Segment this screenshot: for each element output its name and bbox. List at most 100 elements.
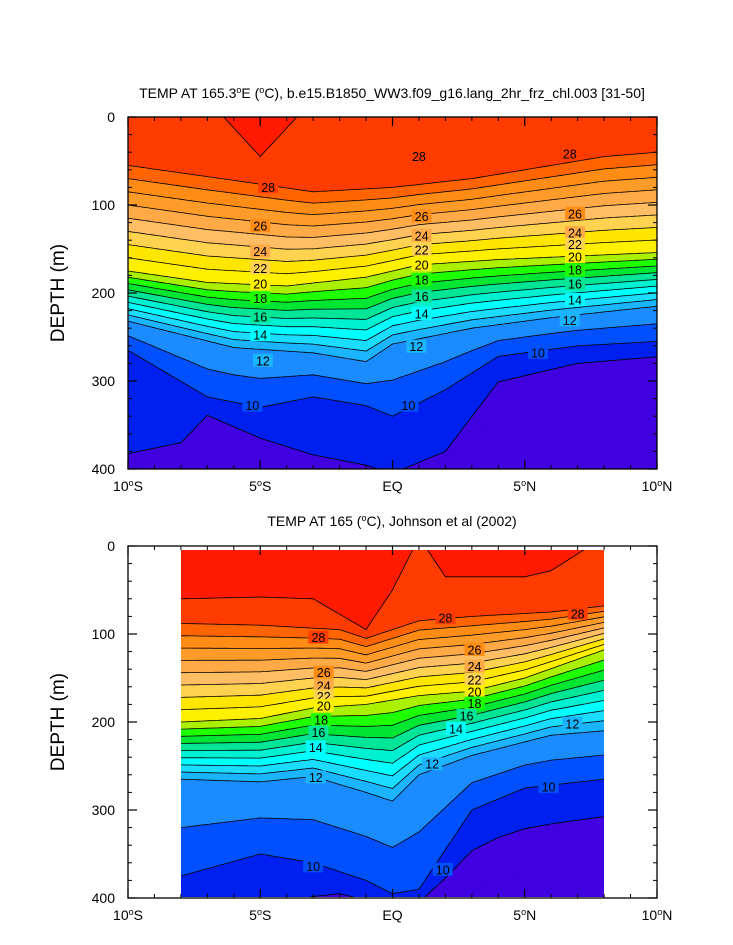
top-panel: TEMP AT 165.3oE (oC), b.e15.B1850_WW3.f0… bbox=[48, 85, 673, 494]
contour-label-bg bbox=[464, 672, 485, 686]
contour-label: 26 bbox=[317, 666, 331, 680]
contour-label-bg bbox=[411, 242, 432, 256]
contour-label: 24 bbox=[468, 660, 482, 674]
isotherm-14 bbox=[181, 710, 604, 777]
y-tick-label: 0 bbox=[107, 538, 115, 554]
isotherm-21 bbox=[181, 643, 604, 711]
y-tick-label: 0 bbox=[107, 109, 115, 125]
contour-label: 20 bbox=[253, 278, 267, 292]
contour-label-bg bbox=[250, 261, 271, 275]
contour-label-bg bbox=[313, 699, 334, 713]
contour-label-bg bbox=[311, 713, 332, 727]
contour-label-bg bbox=[411, 289, 432, 303]
x-tick-label: 10oS bbox=[113, 907, 143, 923]
contour-label: 10 bbox=[401, 399, 415, 413]
y-tick-label: 300 bbox=[92, 802, 116, 818]
contour-label-bg bbox=[464, 642, 485, 656]
contour-label-bg bbox=[250, 244, 271, 258]
isotherm-25 bbox=[181, 621, 604, 664]
contour-label-bg bbox=[406, 339, 427, 353]
bottom-panel: TEMP AT 165 (oC), Johnson et al (2002) 2… bbox=[48, 513, 673, 923]
x-tick-label: 10oS bbox=[113, 478, 143, 494]
isotherm-26 bbox=[128, 176, 657, 216]
contour-label: 20 bbox=[415, 258, 429, 272]
isotherm-29 bbox=[181, 550, 585, 631]
contour-label-bg bbox=[252, 353, 273, 367]
contour-label-bg bbox=[398, 398, 419, 412]
contour-label-bg bbox=[411, 228, 432, 242]
isotherm-17 bbox=[181, 679, 604, 744]
contour-label-bg bbox=[464, 696, 485, 710]
contour-label-bg bbox=[308, 630, 329, 644]
contour-label: 12 bbox=[565, 717, 579, 731]
contour-label: 26 bbox=[415, 210, 429, 224]
y-tick-label: 300 bbox=[92, 373, 116, 389]
isotherm-26 bbox=[181, 616, 604, 656]
isotherm-19 bbox=[181, 659, 604, 730]
contour-label: 16 bbox=[460, 709, 474, 723]
contour-label-bg bbox=[250, 277, 271, 291]
contour-label-bg bbox=[527, 345, 548, 359]
x-tick-label: 5oS bbox=[249, 478, 271, 494]
contour-label-bg bbox=[305, 770, 326, 784]
contour-label: 28 bbox=[571, 607, 585, 621]
contour-label: 18 bbox=[415, 273, 429, 287]
contour-label: 18 bbox=[314, 714, 328, 728]
contour-label-bg bbox=[435, 611, 456, 625]
isotherm-23 bbox=[181, 632, 604, 686]
contour-band-7 bbox=[462, 854, 604, 897]
top-title: TEMP AT 165.3oE (oC), b.e15.B1850_WW3.f0… bbox=[139, 85, 645, 101]
isotherm-16 bbox=[181, 689, 604, 752]
isotherm-9 bbox=[128, 356, 657, 469]
contour-label: 26 bbox=[568, 207, 582, 221]
x-tick-label: 10oN bbox=[642, 907, 673, 923]
contour-label: 12 bbox=[425, 758, 439, 772]
contour-label: 28 bbox=[563, 147, 577, 161]
y-tick-label: 400 bbox=[92, 890, 116, 906]
contour-label-bg bbox=[303, 859, 324, 873]
isotherm-28 bbox=[181, 605, 604, 639]
contour-label-bg bbox=[313, 678, 334, 692]
x-tick-label: EQ bbox=[382, 478, 402, 494]
x-tick-label: 5oS bbox=[249, 907, 271, 923]
contour-label-bg bbox=[411, 257, 432, 271]
top-y-axis-label: DEPTH (m) bbox=[48, 244, 69, 342]
contour-label: 16 bbox=[311, 726, 325, 740]
contour-label-bg bbox=[559, 146, 580, 160]
contour-label-bg bbox=[250, 309, 271, 323]
contour-label: 14 bbox=[309, 741, 323, 755]
contour-label: 22 bbox=[415, 243, 429, 257]
isotherm-11 bbox=[128, 323, 657, 385]
contour-label-bg bbox=[422, 757, 443, 771]
contour-label: 20 bbox=[317, 700, 331, 714]
isotherm-27 bbox=[128, 164, 657, 204]
contour-label-bg bbox=[456, 708, 477, 722]
contour-label-bg bbox=[559, 313, 580, 327]
contour-label: 22 bbox=[468, 673, 482, 687]
contour-label: 22 bbox=[568, 238, 582, 252]
contour-label: 16 bbox=[568, 278, 582, 292]
contour-label-bg bbox=[250, 291, 271, 305]
isotherm-23 bbox=[128, 214, 657, 250]
contour-label: 24 bbox=[568, 227, 582, 241]
contour-label-bg bbox=[565, 293, 586, 307]
isotherm-13 bbox=[181, 720, 604, 789]
contour-label: 10 bbox=[531, 346, 545, 360]
contour-label: 14 bbox=[253, 329, 267, 343]
contour-label-bg bbox=[562, 716, 583, 730]
isotherm-24 bbox=[181, 627, 604, 674]
contour-label-bg bbox=[464, 685, 485, 699]
x-tick-label: 10oN bbox=[642, 478, 673, 494]
contour-label-bg bbox=[258, 180, 279, 194]
contour-label: 10 bbox=[436, 863, 450, 877]
contour-label: 26 bbox=[468, 643, 482, 657]
contour-label: 28 bbox=[261, 181, 275, 195]
contour-label: 12 bbox=[256, 354, 270, 368]
y-tick-label: 400 bbox=[92, 461, 116, 477]
bottom-contour-fill bbox=[181, 550, 604, 897]
contour-label-bg bbox=[250, 219, 271, 233]
x-tick-label: 5oN bbox=[513, 478, 536, 494]
bottom-y-axis-label: DEPTH (m) bbox=[48, 673, 69, 771]
isotherm-22 bbox=[181, 638, 604, 698]
isotherm-12 bbox=[181, 730, 604, 802]
